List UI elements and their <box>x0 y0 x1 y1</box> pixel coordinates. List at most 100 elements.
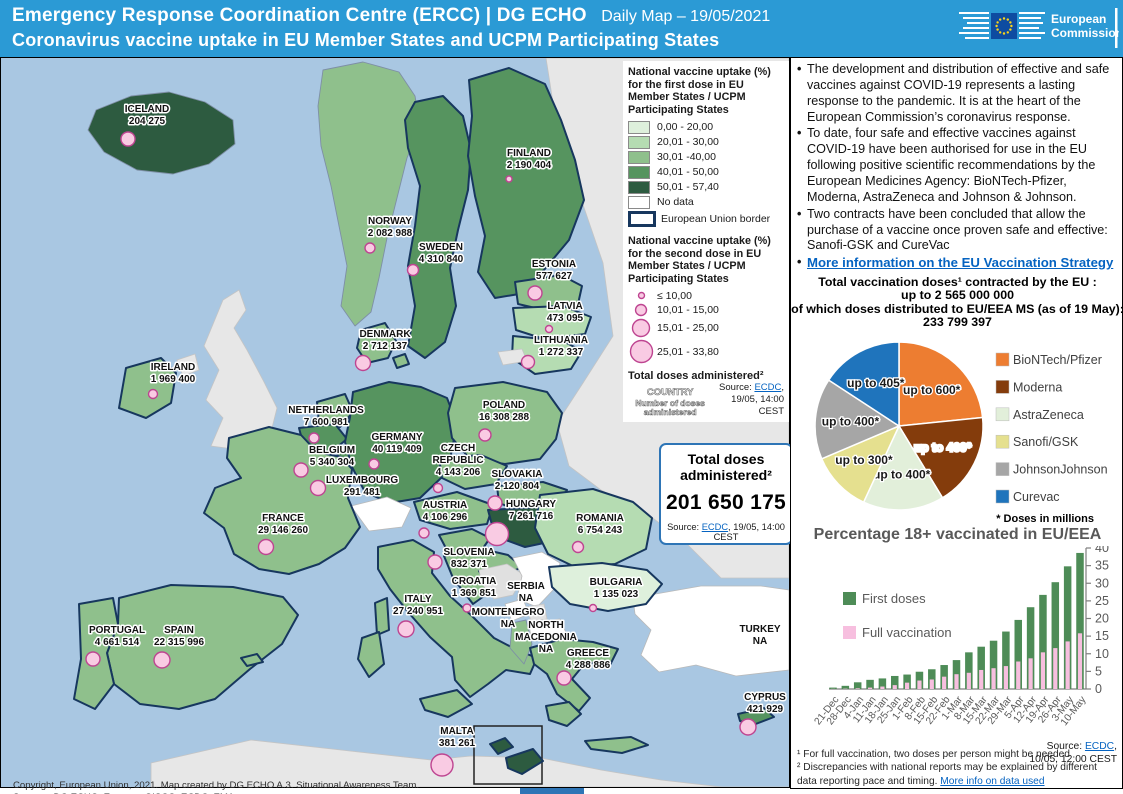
map-shape-estonia <box>514 274 583 311</box>
bar-first-doses <box>1014 619 1022 689</box>
country-label-montenegro: MONTENEGRO NA <box>472 607 545 630</box>
map-shape-turkey <box>632 585 789 677</box>
bar-first-doses <box>977 646 985 689</box>
legend-circle-list: ≤ 10,00 10,01 - 15,00 15,01 - 25,00 25,01 -… <box>628 289 784 365</box>
second-dose-circle-croatia <box>462 603 472 613</box>
vaccination-strategy-link[interactable]: More information on the EU Vaccination S… <box>807 255 1114 271</box>
pie-legend-swatch <box>995 462 1010 476</box>
pie-legend-swatch <box>995 380 1010 394</box>
legend-first-dose-title: National vaccine uptake (%) for the firs… <box>628 66 771 117</box>
bar-first-doses <box>1063 566 1072 689</box>
europe-map: ICELAND 204 275 NORWAY 2 082 988 SWEDEN 4 310… <box>0 57 793 794</box>
bar-full-vaccination <box>905 682 910 689</box>
copyright-note: Copyright, European Union, 2021. Map cre… <box>13 780 420 794</box>
country-label-iceland: ICELAND 204 275 <box>125 104 169 127</box>
pie-slice-biontech-pfizer <box>898 341 984 427</box>
pie-slice-astrazeneca <box>862 424 944 511</box>
ecdc-link-bar[interactable]: ECDC <box>1084 741 1115 752</box>
legend-circle-row: 15,01 - 25,00 <box>628 318 784 339</box>
more-info-link[interactable]: More info on data used <box>940 775 1045 787</box>
second-dose-circle-slovakia <box>487 495 503 511</box>
second-dose-circle-iceland <box>120 131 136 147</box>
map-shape-germany <box>344 381 458 504</box>
total-doses-value: 201 650 175 <box>665 491 787 515</box>
bar-full-vaccination <box>966 672 971 689</box>
logo-text-1: European <box>1051 12 1106 26</box>
bar-first-doses <box>853 682 862 689</box>
ecdc-link[interactable]: ECDC <box>754 381 782 393</box>
y-tick-label: 20 <box>1095 612 1109 626</box>
map-shape-switzerland <box>350 496 412 532</box>
bar-full-vaccination <box>1040 652 1046 689</box>
legend-class-row: 0,00 - 20,00 <box>628 120 784 135</box>
second-dose-circle-bulgaria <box>588 603 598 613</box>
country-annotations: ICELAND 204 275 NORWAY 2 082 988 SWEDEN 4 310… <box>85 103 788 777</box>
page-title: Emergency Response Coordination Centre (… <box>12 5 587 26</box>
map-shape-serbia <box>512 551 561 608</box>
pie-chart-heading: Total vaccination doses¹ contracted by t… <box>791 275 1123 330</box>
class-label: 50,01 - 57,40 <box>657 181 719 194</box>
legend-class-row: 40,01 - 50,00 <box>628 165 784 180</box>
country-label-malta: MALTA 381 261 <box>439 726 476 749</box>
pie-legend-swatch <box>995 434 1010 449</box>
pie-legend-label: Moderna <box>1013 380 1062 394</box>
bar-first-doses <box>1002 631 1010 689</box>
european-commission-logo: European Commission <box>957 4 1123 57</box>
y-tick-label: 10 <box>1095 647 1109 661</box>
pie-legend-label: AstraZeneca <box>1013 408 1084 422</box>
pie-legend-swatch <box>995 352 1010 367</box>
bar-full-vaccination <box>954 674 959 689</box>
map-shape-denmark <box>356 322 397 364</box>
contracted-doses-pie-chart: up to 600*up to 460*up to 400*up to 300*… <box>814 341 1108 511</box>
country-label-bulgaria: BULGARIA 1 135 023 <box>590 577 643 600</box>
legend-class-row: 20,01 - 30,00 <box>628 135 784 150</box>
bar-first-doses <box>1076 552 1084 689</box>
bar-first-doses <box>903 674 911 689</box>
bullet-list: • The development and distribution of eff… <box>797 62 1119 273</box>
bar-full-vaccination <box>942 676 947 689</box>
map-shape-africa <box>150 739 789 787</box>
bar-legend-swatch-full <box>843 626 856 639</box>
pie-footnote: * Doses in millions <box>996 513 1094 525</box>
map-shape-bosnia <box>478 563 525 600</box>
pie-slice-johnsonjohnson <box>814 379 901 460</box>
ecdc-link-box[interactable]: ECDC <box>701 522 729 533</box>
second-dose-circle-france <box>257 538 275 556</box>
country-label-turkey: TURKEY NA <box>739 624 780 647</box>
class-swatch <box>628 120 650 134</box>
bar-first-doses <box>928 669 936 689</box>
map-shape-crete <box>584 736 649 754</box>
pie-slice-label: up to 405* <box>847 376 905 390</box>
second-dose-circle-greece <box>556 670 572 686</box>
map-shape-czech-republic <box>438 454 508 490</box>
legend-class-row: 50,01 - 57,40 <box>628 180 784 195</box>
pie-slice-curevac <box>827 341 900 428</box>
map-shape-austria <box>413 491 494 530</box>
country-label-cyprus: CYPRUS 421 929 <box>744 692 786 715</box>
map-shape-sicily <box>419 689 473 718</box>
country-label-finland: FINLAND 2 190 404 <box>507 148 552 171</box>
bar-full-vaccination <box>979 669 984 689</box>
legend-sample-label: COUNTRY Number of doses administered <box>635 387 705 418</box>
country-label-latvia: LATVIA 473 095 <box>547 301 584 324</box>
pie-slice-label: up to 600* <box>903 383 961 397</box>
y-tick-label: 0 <box>1095 682 1102 696</box>
class-label: 20,01 - 30,00 <box>657 136 719 149</box>
second-dose-circle-spain <box>153 651 171 669</box>
bar-chart-title: Percentage 18+ vaccinated in EU/EEA <box>813 526 1102 543</box>
map-shape-romania <box>534 488 653 568</box>
class-swatch <box>628 165 650 179</box>
pie-slice-label: up to 460* <box>914 441 972 455</box>
y-tick-label: 5 <box>1095 664 1102 678</box>
map-shape-italy <box>377 539 538 698</box>
country-label-france: FRANCE 29 146 260 <box>258 513 308 536</box>
y-tick-label: 30 <box>1095 576 1109 590</box>
map-shape-poland <box>447 381 563 465</box>
second-dose-circle-poland <box>478 428 492 442</box>
bar-full-vaccination <box>1065 641 1070 689</box>
map-shape-ireland <box>118 357 177 419</box>
country-label-hungary: HUNGARY 7 261 716 <box>506 499 557 522</box>
second-dose-circle-denmark <box>354 354 372 372</box>
total-doses-title: Total doses administered² <box>680 451 772 484</box>
